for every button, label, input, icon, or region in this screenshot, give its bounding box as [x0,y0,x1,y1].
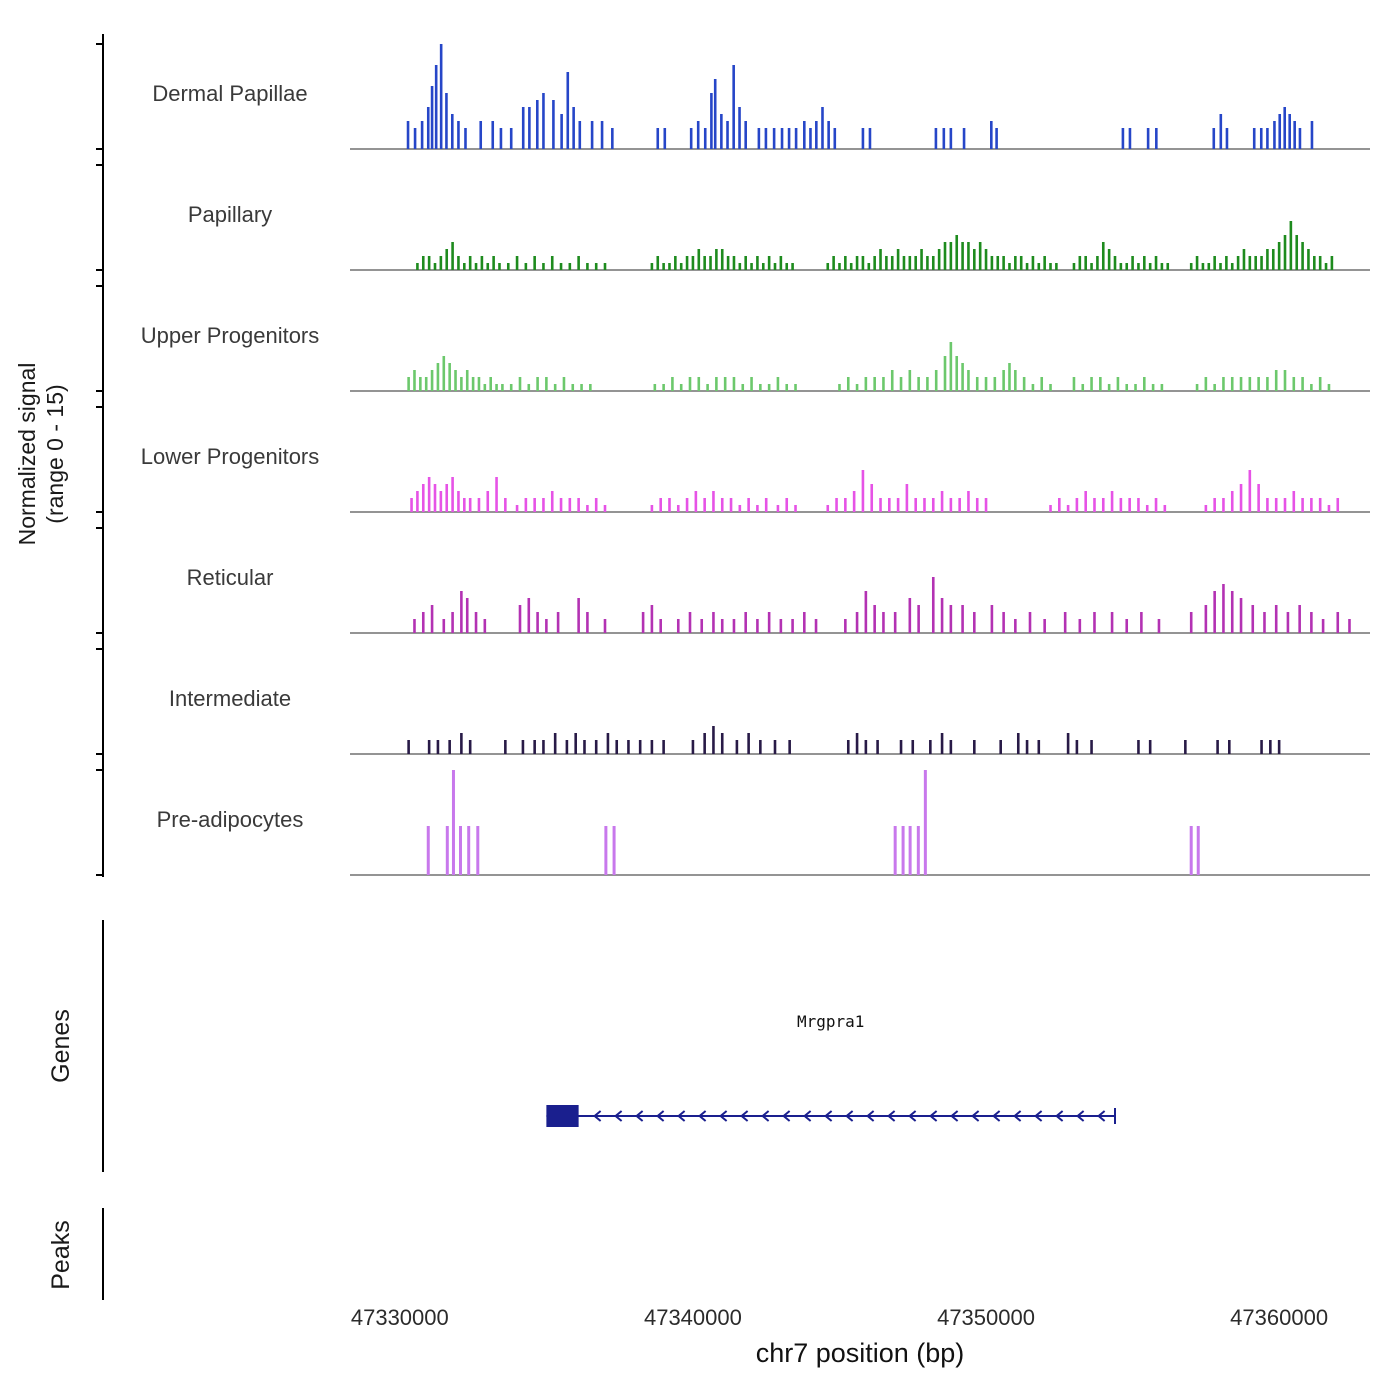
signal-bars [416,221,1334,270]
track-row-upper-progenitors: Upper Progenitors [0,272,1400,393]
signal-plot-dermal-papillae [350,44,1370,150]
signal-bars [406,44,1314,149]
x-tick-label: 47340000 [643,1305,742,1330]
signal-plot-upper-progenitors [350,342,1370,392]
x-tick-label: 47330000 [350,1305,449,1330]
signal-bars [426,770,1200,875]
track-row-lower-progenitors: Lower Progenitors [0,393,1400,514]
signal-bars [410,470,1340,512]
track-row-reticular: Reticular [0,514,1400,635]
track-row-intermediate: Intermediate [0,635,1400,756]
x-tick-label: 47350000 [937,1305,1035,1330]
gene-name-label: Mrgpra1 [796,1012,865,1031]
track-label-pre-adipocytes: Pre-adipocytes [156,807,304,832]
gene-exon-box [546,1105,579,1127]
x-axis-tick-labels: 47330000 47340000 47350000 47360000 [0,1305,1400,1339]
signal-bars [407,726,1281,754]
signal-bars [413,577,1351,633]
signal-y-axis [96,34,104,877]
track-row-dermal-papillae: Dermal Papillae [0,30,1400,151]
track-label-reticular: Reticular [186,565,274,590]
gene-strand-arrows [593,1110,1106,1122]
peaks-section-label: Peaks [47,1220,75,1290]
x-axis-title: chr7 position (bp) [755,1338,965,1368]
track-row-papillary: Papillary [0,151,1400,272]
gene-model-plot [546,1105,1116,1127]
track-label-dermal-papillae: Dermal Papillae [152,81,308,106]
track-label-lower-progenitors: Lower Progenitors [140,444,320,469]
signal-plot-lower-progenitors [350,470,1370,513]
track-row-pre-adipocytes: Pre-adipocytes [0,756,1400,877]
signal-bars [407,342,1331,391]
peaks-plot-area [350,1210,1370,1298]
peaks-section-axis [102,1208,104,1300]
track-label-papillary: Papillary [187,202,273,227]
signal-plot-intermediate [350,726,1370,755]
signal-plot-reticular [350,577,1370,634]
genes-section-axis [102,920,104,1172]
x-tick-label: 47360000 [1230,1305,1329,1330]
track-label-upper-progenitors: Upper Progenitors [140,323,320,348]
signal-plot-papillary [350,221,1370,271]
track-label-intermediate: Intermediate [168,686,292,711]
signal-plot-pre-adipocytes [350,770,1370,876]
